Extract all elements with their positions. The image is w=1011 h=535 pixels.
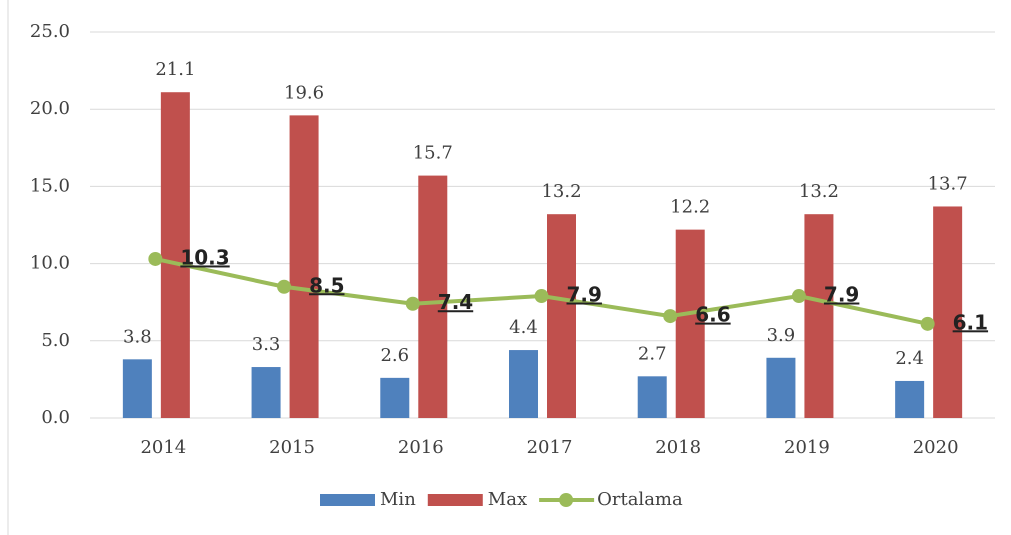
data-label: 13.2 <box>799 181 839 202</box>
bar <box>766 357 796 418</box>
data-label: 3.3 <box>252 334 281 355</box>
data-label: 3.9 <box>767 325 796 346</box>
legend-label: Min <box>380 489 416 510</box>
bar <box>251 367 281 418</box>
bar <box>160 92 190 418</box>
legend-label: Max <box>488 489 527 510</box>
data-label: 6.6 <box>695 303 730 327</box>
line-marker <box>148 251 163 266</box>
data-label: 6.1 <box>953 310 988 334</box>
legend-label: Ortalama <box>597 489 683 510</box>
y-tick-label: 25.0 <box>30 21 70 42</box>
bar <box>509 350 538 418</box>
y-tick-label: 10.0 <box>30 253 70 274</box>
data-label: 10.3 <box>180 245 229 269</box>
legend-swatch <box>559 493 574 507</box>
data-label: 4.4 <box>509 317 538 338</box>
bar <box>289 115 319 418</box>
x-tick-label: 2015 <box>269 437 315 458</box>
line-marker <box>920 316 935 331</box>
bar <box>675 229 705 418</box>
data-label: 3.8 <box>123 326 152 347</box>
x-tick-label: 2016 <box>398 437 444 458</box>
x-tick-label: 2018 <box>655 437 701 458</box>
y-tick-label: 0.0 <box>41 407 70 428</box>
data-label: 12.2 <box>670 197 710 218</box>
bar <box>933 206 963 418</box>
legend-swatch <box>427 494 483 506</box>
data-label: 13.7 <box>928 173 968 194</box>
line-marker <box>277 279 292 294</box>
line-marker <box>405 296 420 311</box>
data-label: 7.9 <box>824 283 859 307</box>
data-label: 15.7 <box>413 143 453 164</box>
data-label: 7.9 <box>567 283 602 307</box>
x-tick-label: 2017 <box>527 437 573 458</box>
data-label: 2.7 <box>638 343 667 364</box>
bar <box>418 175 448 418</box>
bar <box>547 214 576 418</box>
y-tick-label: 20.0 <box>30 98 70 119</box>
data-label: 2.4 <box>895 348 924 369</box>
data-label: 13.2 <box>541 181 581 202</box>
legend-swatch <box>320 494 375 506</box>
line-marker <box>663 309 678 324</box>
data-label: 2.6 <box>380 345 409 366</box>
data-label: 21.1 <box>155 59 195 80</box>
line-marker <box>534 289 549 304</box>
data-label: 8.5 <box>309 273 344 297</box>
x-tick-label: 2020 <box>913 437 959 458</box>
bar <box>380 377 410 418</box>
bar <box>895 380 925 418</box>
bar <box>804 214 834 418</box>
line-marker <box>791 289 806 304</box>
data-label: 19.6 <box>284 82 324 103</box>
y-tick-label: 5.0 <box>41 330 70 351</box>
x-tick-label: 2019 <box>784 437 830 458</box>
y-tick-label: 15.0 <box>30 175 70 196</box>
x-tick-label: 2014 <box>140 437 186 458</box>
data-label: 7.4 <box>438 290 473 314</box>
bar <box>122 359 152 418</box>
bar <box>637 376 667 418</box>
